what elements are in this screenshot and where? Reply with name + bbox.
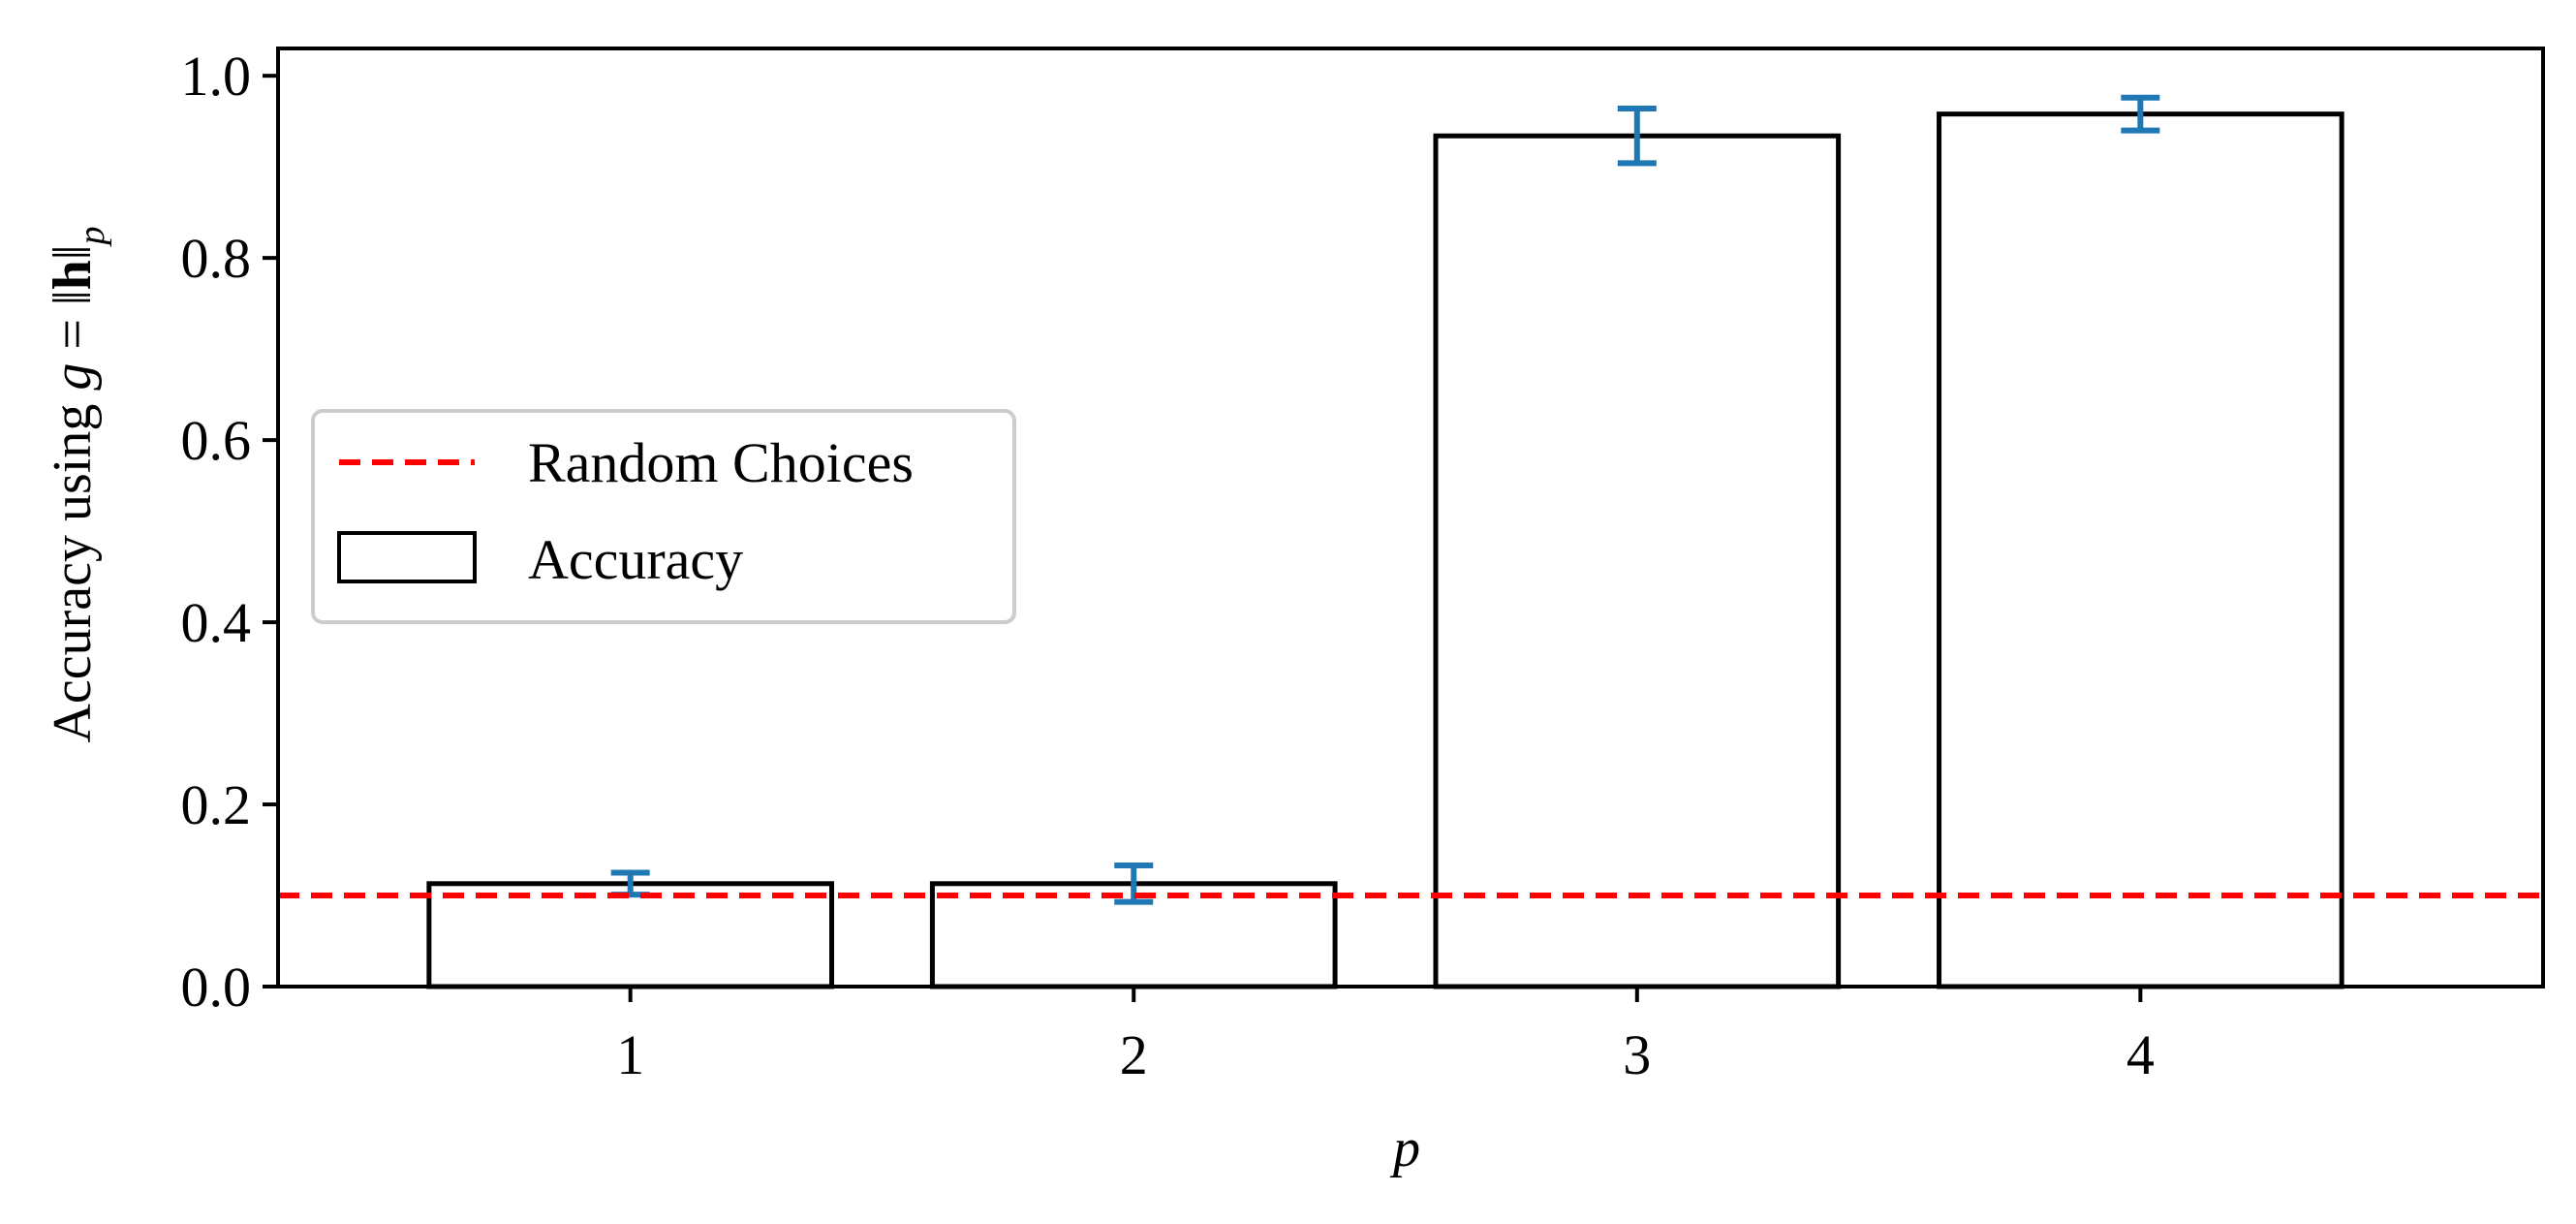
legend-label-random-choices: Random Choices (528, 431, 914, 494)
errorbar-p-2 (1114, 863, 1154, 905)
legend-label-accuracy: Accuracy (528, 528, 743, 591)
y-axis-label-norm-var: h (43, 260, 103, 290)
bar-p-1 (426, 881, 835, 989)
legend-frame (311, 409, 1016, 624)
y-tick-label: 0.2 (181, 773, 252, 836)
y-tick-label: 0.4 (181, 591, 252, 654)
y-axis-label-norm-right: ‖ (43, 244, 103, 260)
axes-layer (276, 47, 2545, 989)
bar-p-4 (1937, 111, 2344, 989)
ticks-layer: 0.0 0.2 0.4 0.6 0.8 1.0 1 2 3 4 (181, 45, 2155, 1086)
y-axis-label-var: g (43, 363, 103, 391)
plot-frame (276, 47, 2545, 989)
errorbar-p-4 (2121, 94, 2160, 134)
bar-p-3 (1433, 133, 1842, 989)
x-axis-label: p (1389, 1118, 1420, 1178)
y-axis-label-prefix: Accuracy using (43, 391, 103, 743)
y-tick-label: 0.6 (181, 409, 252, 472)
y-tick-label: 1.0 (181, 45, 252, 108)
y-axis-label-equals: = (43, 305, 103, 363)
x-tick-label: 2 (1120, 1023, 1148, 1086)
y-axis-label-sub: p (72, 226, 112, 247)
x-tick-label: 4 (2126, 1023, 2155, 1086)
errorbar-p-3 (1617, 106, 1657, 167)
legend: Random Choices Accuracy (311, 409, 1016, 624)
x-tick-label: 3 (1623, 1023, 1651, 1086)
y-tick-label: 0.0 (181, 956, 252, 1019)
bars-layer (426, 111, 2344, 989)
y-axis-label: Accuracy using g = ‖h‖p (43, 226, 112, 742)
x-tick-label: 1 (616, 1023, 644, 1086)
y-tick-label: 0.8 (181, 227, 252, 290)
y-axis-label-norm-left: ‖ (43, 290, 103, 305)
legend-swatch-accuracy (337, 531, 477, 583)
